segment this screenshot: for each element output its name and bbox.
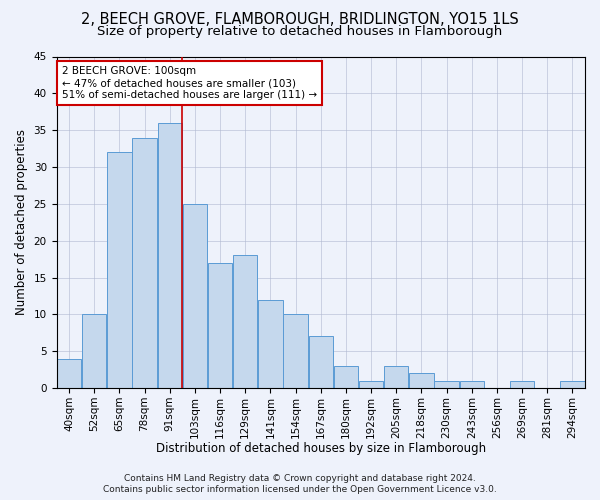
Bar (409, 374, 434, 388)
Bar (434, 380, 459, 388)
Bar (258, 300, 283, 388)
Bar (560, 380, 584, 388)
Bar (283, 314, 308, 388)
Bar (460, 380, 484, 388)
Text: 2, BEECH GROVE, FLAMBOROUGH, BRIDLINGTON, YO15 1LS: 2, BEECH GROVE, FLAMBOROUGH, BRIDLINGTON… (81, 12, 519, 28)
Text: Size of property relative to detached houses in Flamborough: Size of property relative to detached ho… (97, 25, 503, 38)
Bar (233, 256, 257, 388)
Bar (308, 336, 333, 388)
Bar (183, 204, 207, 388)
Bar (208, 263, 232, 388)
Text: Contains HM Land Registry data © Crown copyright and database right 2024.
Contai: Contains HM Land Registry data © Crown c… (103, 474, 497, 494)
Bar (158, 123, 182, 388)
Bar (334, 366, 358, 388)
Bar (384, 366, 409, 388)
Bar (133, 138, 157, 388)
Bar (107, 152, 131, 388)
Bar (359, 380, 383, 388)
Bar (57, 358, 82, 388)
Text: 2 BEECH GROVE: 100sqm
← 47% of detached houses are smaller (103)
51% of semi-det: 2 BEECH GROVE: 100sqm ← 47% of detached … (62, 66, 317, 100)
Bar (510, 380, 534, 388)
X-axis label: Distribution of detached houses by size in Flamborough: Distribution of detached houses by size … (156, 442, 486, 455)
Y-axis label: Number of detached properties: Number of detached properties (15, 130, 28, 316)
Bar (82, 314, 106, 388)
